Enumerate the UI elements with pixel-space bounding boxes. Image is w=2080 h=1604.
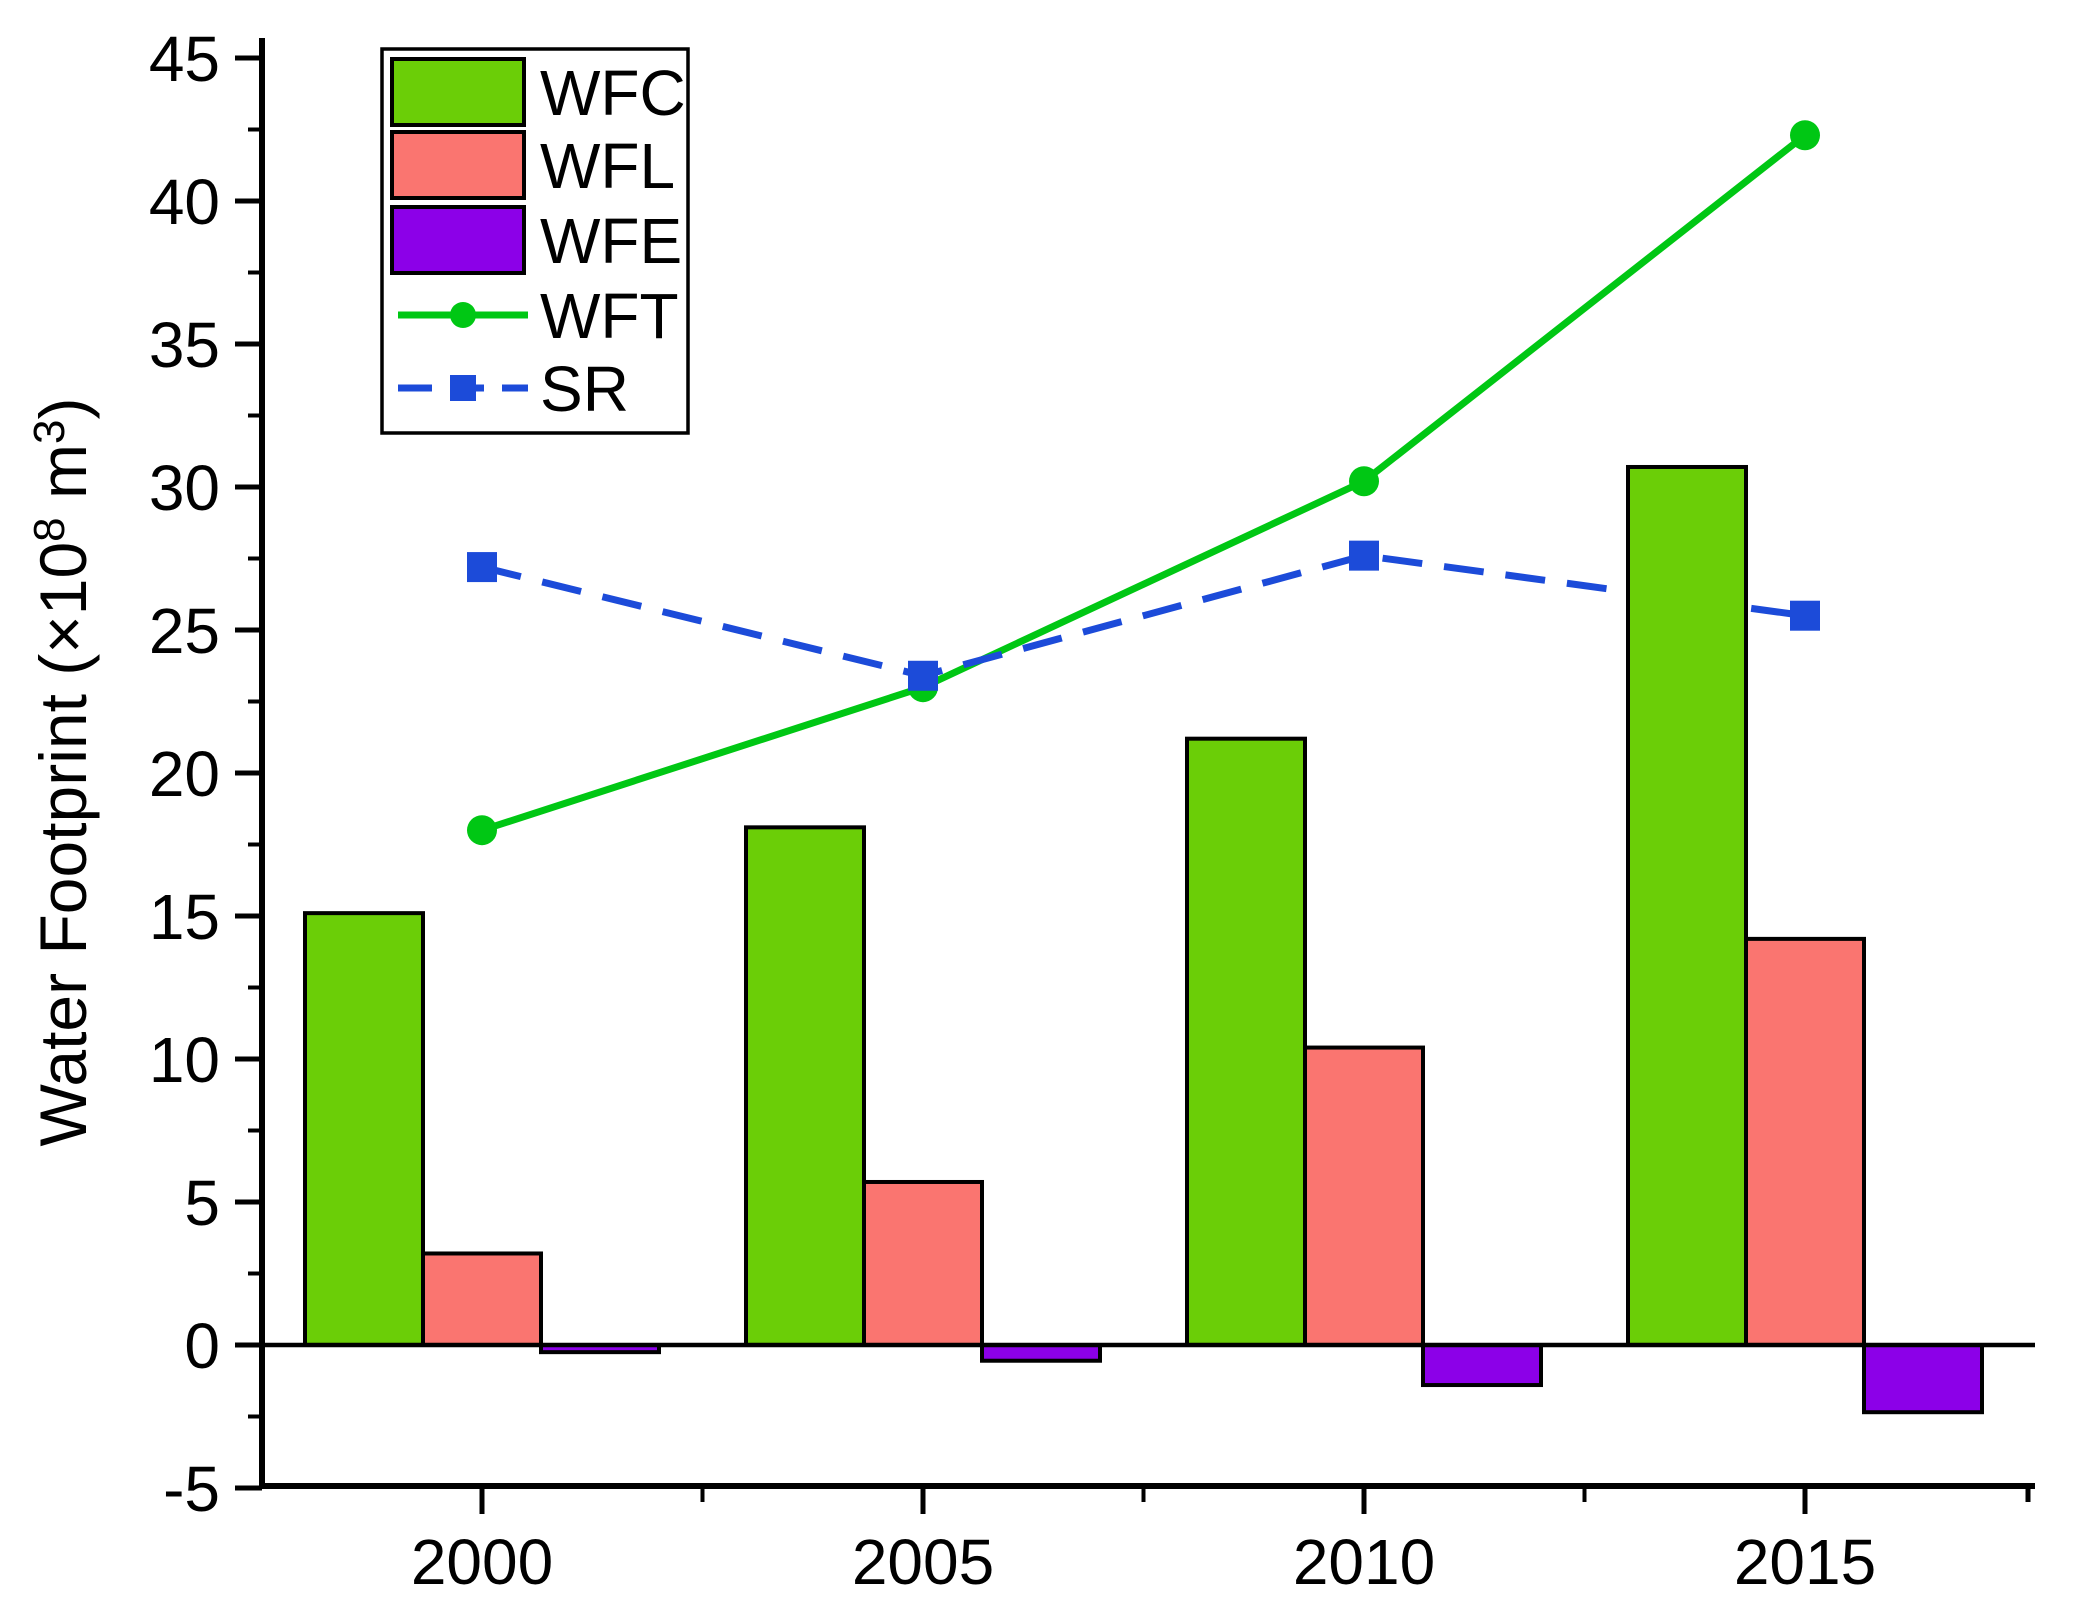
bar-wfc-2015: [1626, 464, 1748, 1348]
y-axis-title-superscript: 3: [25, 420, 74, 444]
bar-wfl-2010: [1303, 1045, 1425, 1348]
axes-layer: -5 0 5 10 15 20 25 30 35 40 45 2000 2005 2010 2015 Wate…: [25, 23, 2035, 1598]
bar-wfe-2005: [980, 1343, 1102, 1363]
marker-sr-2015: [1790, 600, 1820, 631]
legend-marker-wft: [450, 302, 476, 328]
y-tick-label: -5: [163, 1453, 220, 1525]
lines-layer: [480, 132, 1808, 834]
bar-wfc-2010: [1185, 736, 1307, 1347]
marker-sr-2010: [1349, 540, 1379, 571]
legend-swatch-wfe: [390, 205, 526, 275]
bar-wfl-2005: [862, 1179, 984, 1347]
y-axis-title-superscript: 8: [25, 517, 74, 541]
legend-label-wfc: WFC: [540, 57, 686, 129]
y-tick-label: 40: [149, 166, 220, 238]
y-tick-label: 5: [184, 1167, 220, 1239]
x-tick-label: 2000: [411, 1526, 553, 1598]
legend-label-wft: WFT: [540, 280, 679, 352]
y-tick-label: 10: [149, 1024, 220, 1096]
marker-wft-2000: [467, 815, 497, 846]
bar-wfe-2015: [1862, 1343, 1984, 1415]
y-tick-label: 30: [149, 452, 220, 524]
marker-sr-2005: [908, 660, 938, 691]
marker-wft-2010: [1349, 466, 1379, 497]
x-tick-label: 2010: [1293, 1526, 1435, 1598]
bar-wfc-2000: [303, 911, 425, 1347]
legend-label-wfe: WFE: [540, 205, 682, 277]
line-sr: [481, 552, 1806, 680]
x-tick-label: 2015: [1734, 1526, 1876, 1598]
y-tick-label: 0: [184, 1310, 220, 1382]
y-axis-title-part: ): [26, 398, 100, 420]
line-wft: [480, 132, 1808, 834]
legend-swatch-wfc: [390, 57, 526, 127]
marker-wft-2015: [1790, 120, 1820, 151]
bar-wfl-2015: [1744, 936, 1866, 1347]
legend-swatch-wfl: [390, 130, 526, 200]
y-tick-label: 20: [149, 738, 220, 810]
y-axis-title: Water Footprint (×108 m3): [25, 398, 100, 1147]
bar-wfc-2005: [744, 825, 866, 1347]
bars-layer: [303, 464, 1984, 1415]
y-axis-title-part: m: [26, 444, 100, 517]
x-tick-label: 2005: [852, 1526, 994, 1598]
markers-layer: [467, 120, 1820, 846]
legend-label-wfl: WFL: [540, 130, 675, 202]
bar-wfe-2010: [1421, 1343, 1543, 1388]
y-tick-label: 25: [149, 595, 220, 667]
y-axis-title-part: Water Footprint (×10: [26, 542, 100, 1147]
marker-sr-2000: [467, 552, 497, 583]
legend-label-sr: SR: [540, 353, 629, 425]
y-tick-label: 35: [149, 309, 220, 381]
y-tick-label: 45: [149, 23, 220, 95]
legend-marker-sr: [450, 375, 476, 401]
y-tick-label: 15: [149, 881, 220, 953]
bar-wfl-2000: [421, 1251, 543, 1347]
